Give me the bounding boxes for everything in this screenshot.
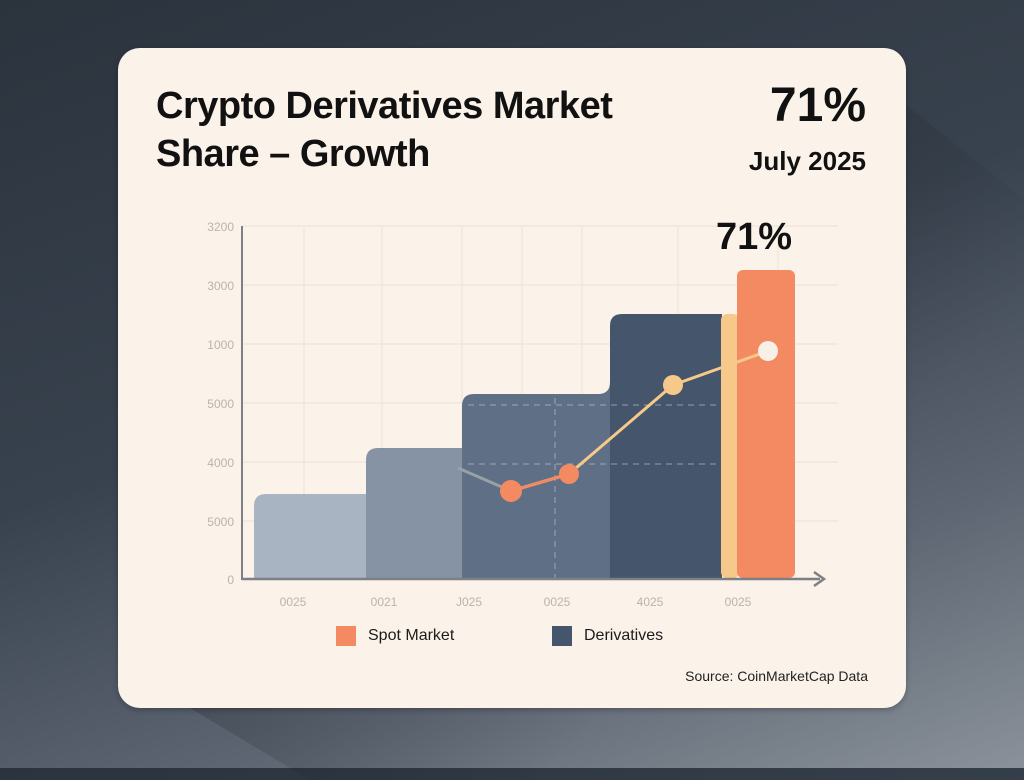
legend-label: Derivatives — [584, 627, 664, 644]
y-tick: 5000 — [207, 515, 234, 529]
kpi-value: 71% — [769, 79, 866, 132]
chart-title: Crypto Derivatives Market Share – Growth — [156, 85, 613, 175]
x-tick: 0025 — [279, 595, 307, 609]
bar-value-label: 71% — [716, 216, 793, 258]
bar-spot — [737, 270, 795, 578]
chart-plot — [241, 225, 838, 588]
x-tick: 0025 — [543, 595, 571, 609]
bar-step-1 — [254, 494, 366, 578]
trend-point — [758, 341, 778, 361]
trend-point — [663, 375, 683, 395]
trend-point — [500, 480, 522, 502]
y-tick: 3200 — [207, 220, 234, 234]
bar-step-3 — [462, 382, 610, 578]
y-tick: 5000 — [207, 397, 234, 411]
x-tick: 0021 — [370, 595, 398, 609]
spot-swatch-icon — [336, 626, 356, 646]
legend-label: Spot Market — [368, 627, 455, 644]
y-tick: 4000 — [207, 456, 234, 470]
legend-item-spot: Spot Market — [336, 626, 454, 646]
x-axis-arrow-icon — [813, 570, 827, 588]
bar-step-2 — [366, 448, 462, 578]
kpi-date: July 2025 — [748, 146, 866, 176]
x-tick: 4025 — [636, 595, 664, 609]
bar-accent-yellow — [721, 314, 739, 578]
bar-step-4 — [610, 314, 722, 578]
legend-item-derivatives: Derivatives — [552, 626, 663, 646]
source-note: Source: CoinMarketCap Data — [685, 668, 868, 684]
trend-point — [559, 464, 579, 484]
y-tick: 3000 — [207, 279, 234, 293]
y-tick: 1000 — [207, 338, 234, 352]
chart-card: Crypto Derivatives Market Share – Growth… — [118, 48, 906, 708]
x-tick: J025 — [455, 595, 483, 609]
x-tick: 0025 — [724, 595, 752, 609]
derivatives-swatch-icon — [552, 626, 572, 646]
y-tick: 0 — [227, 573, 234, 587]
